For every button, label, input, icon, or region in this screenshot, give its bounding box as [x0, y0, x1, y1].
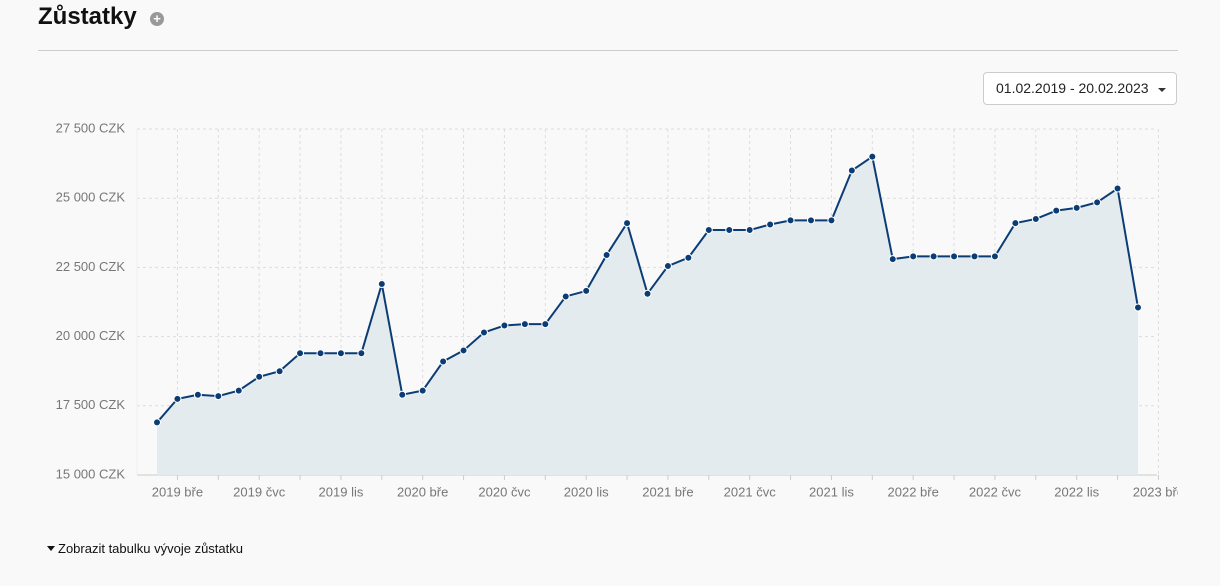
point: [663, 262, 672, 271]
point: [357, 349, 366, 358]
toggle-label: Zobrazit tabulku vývoje zůstatku: [58, 541, 243, 556]
y-tick-label: 17 500 CZK: [56, 397, 126, 412]
point: [582, 286, 591, 295]
point: [561, 292, 570, 301]
x-tick-label: 2019 bře: [152, 484, 203, 499]
point: [725, 226, 734, 235]
table-toggle[interactable]: Zobrazit tabulku vývoje zůstatku: [47, 541, 243, 556]
point: [296, 349, 305, 358]
point: [153, 418, 161, 427]
toggle-icon: [47, 546, 55, 551]
x-tick-label: 2020 čvc: [478, 484, 531, 499]
point: [766, 220, 775, 229]
point: [193, 390, 202, 399]
point: [602, 250, 611, 259]
point: [1031, 214, 1040, 223]
x-tick-label: 2021 lis: [809, 484, 854, 499]
point: [1093, 198, 1102, 207]
x-tick-label: 2020 lis: [564, 484, 609, 499]
point: [643, 289, 652, 298]
chart: 15 000 CZK 17 500 CZK 20 000 CZK 22 500 CZK…: [56, 120, 1178, 499]
y-tick-label: 15 000 CZK: [56, 466, 126, 481]
add-icon[interactable]: +: [150, 12, 164, 26]
point: [398, 390, 407, 399]
divider: [38, 50, 1178, 51]
point: [316, 349, 325, 358]
point: [623, 219, 632, 228]
x-tick-label: 2022 lis: [1054, 484, 1099, 499]
point: [439, 357, 448, 366]
point: [929, 252, 938, 261]
x-tick-label: 2022 čvc: [969, 484, 1022, 499]
caret: [1158, 88, 1166, 92]
x-tick-label: 2021 bře: [642, 484, 693, 499]
point: [500, 321, 509, 330]
point: [909, 252, 918, 261]
x-tick-label: 2021 čvc: [724, 484, 777, 499]
point: [234, 386, 243, 395]
point: [214, 392, 223, 401]
point: [1134, 303, 1142, 312]
point: [807, 216, 815, 225]
point: [255, 372, 264, 381]
y-tick-label: 22 500 CZK: [56, 259, 126, 274]
point: [418, 386, 427, 395]
y-tick-label: 25 000 CZK: [56, 190, 126, 205]
point: [1011, 219, 1020, 228]
point: [868, 152, 877, 161]
x-tick-label: 2019 čvc: [233, 484, 286, 499]
point: [990, 252, 999, 261]
point: [173, 394, 182, 403]
point: [336, 349, 345, 358]
y-tick-label: 20 000 CZK: [56, 328, 126, 343]
date-range: 01.02.2019 - 20.02.2023: [996, 80, 1149, 96]
point: [745, 226, 754, 235]
point: [704, 226, 713, 235]
x-tick-label: 2019 lis: [319, 484, 364, 499]
point: [541, 320, 550, 329]
point: [827, 216, 836, 225]
point: [1072, 203, 1081, 212]
point: [480, 328, 488, 337]
point: [459, 346, 468, 355]
point: [520, 320, 529, 329]
point: [847, 166, 856, 175]
point: [970, 252, 979, 261]
point: [950, 252, 959, 261]
x-tick-label: 2023 bře: [1133, 484, 1178, 499]
x-tick-label: 2022 bře: [888, 484, 939, 499]
point: [1052, 206, 1061, 215]
point: [1113, 184, 1122, 193]
point: [786, 216, 795, 225]
y-tick-label: 27 500 CZK: [56, 120, 126, 135]
page-title: Zůstatky: [38, 3, 137, 30]
point: [684, 253, 693, 262]
point: [377, 280, 386, 289]
area: [157, 156, 1138, 475]
date-range-picker[interactable]: 01.02.2019 - 20.02.2023: [983, 72, 1177, 105]
point: [888, 255, 897, 264]
x-tick-label: 2020 bře: [397, 484, 448, 499]
point: [275, 367, 284, 376]
